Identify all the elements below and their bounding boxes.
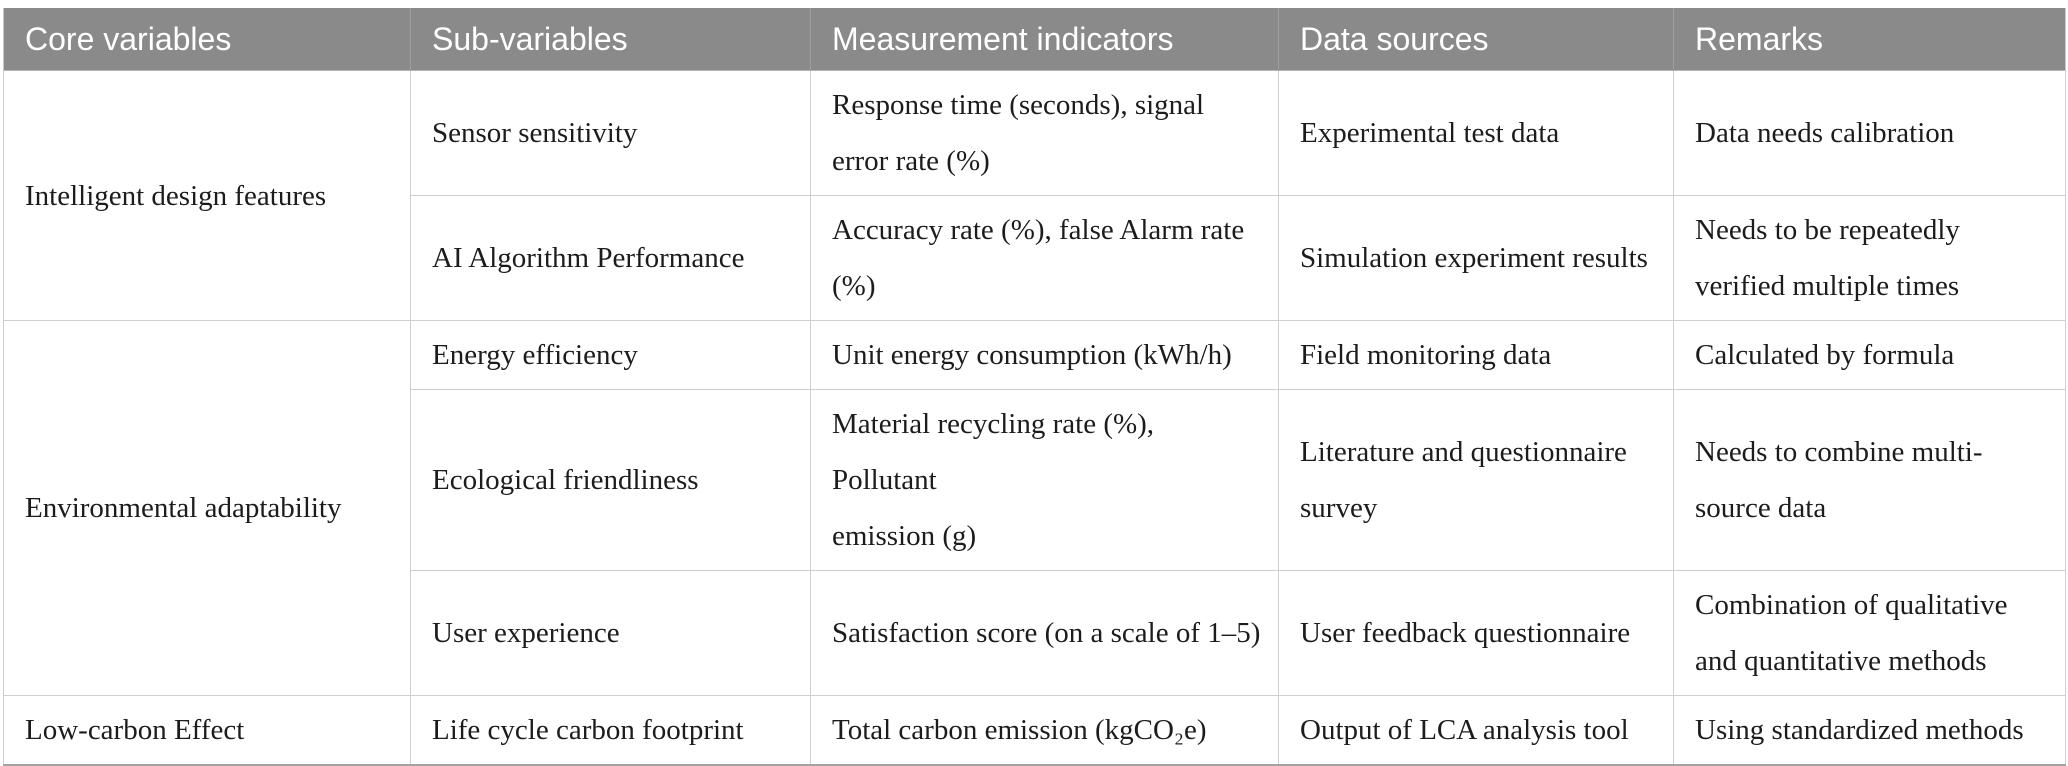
cell-source: Experimental test data bbox=[1278, 70, 1674, 196]
cell-indicator: Total carbon emission (kgCO₂e) bbox=[810, 695, 1279, 766]
cell-source: Output of LCA analysis tool bbox=[1278, 695, 1674, 766]
table-row: Ecological friendliness Material recycli… bbox=[4, 389, 2066, 571]
cell-sub-variable: Sensor sensitivity bbox=[410, 70, 811, 196]
cell-sub-variable: Ecological friendliness bbox=[410, 389, 811, 571]
cell-source: User feedback questionnaire bbox=[1278, 570, 1674, 696]
header-measurement-indicators: Measurement indicators bbox=[810, 8, 1279, 71]
cell-remark: Calculated by formula bbox=[1673, 320, 2066, 390]
cell-source: Literature and questionnaire survey bbox=[1278, 389, 1674, 571]
cell-remark: Data needs calibration bbox=[1673, 70, 2066, 196]
table-row: Environmental adaptability Energy effici… bbox=[3, 320, 2066, 696]
cell-remark: Needs to be repeatedly verified multiple… bbox=[1673, 195, 2066, 321]
header-sub-variables: Sub-variables bbox=[410, 8, 811, 71]
table-row: Low-carbon Effect Life cycle carbon foot… bbox=[3, 695, 2066, 766]
cell-remark: Combination of qualitative and quantitat… bbox=[1673, 570, 2066, 696]
cell-indicator: Satisfaction score (on a scale of 1–5) bbox=[810, 570, 1279, 696]
cell-sub-variable: AI Algorithm Performance bbox=[410, 195, 811, 321]
cell-sub-variable: Energy efficiency bbox=[410, 320, 811, 390]
header-remarks: Remarks bbox=[1673, 8, 2066, 71]
table-header-row: Core variables Sub-variables Measurement… bbox=[3, 8, 2066, 71]
header-core-variables: Core variables bbox=[3, 8, 411, 71]
cell-core-variable: Low-carbon Effect bbox=[3, 695, 411, 766]
cell-remark: Using standardized methods bbox=[1673, 695, 2066, 766]
table-row: AI Algorithm Performance Accuracy rate (… bbox=[4, 195, 2066, 321]
cell-source: Simulation experiment results bbox=[1278, 195, 1674, 321]
variables-table-container: Core variables Sub-variables Measurement… bbox=[3, 8, 2066, 766]
cell-indicator: Material recycling rate (%), Pollutant e… bbox=[810, 389, 1279, 571]
header-data-sources: Data sources bbox=[1278, 8, 1674, 71]
cell-core-variable: Environmental adaptability bbox=[3, 320, 411, 696]
cell-core-variable: Intelligent design features bbox=[3, 70, 411, 321]
table-row: Intelligent design features Sensor sensi… bbox=[3, 70, 2066, 321]
cell-indicator: Accuracy rate (%), false Alarm rate (%) bbox=[810, 195, 1279, 321]
variables-table: Core variables Sub-variables Measurement… bbox=[3, 8, 2066, 766]
cell-indicator: Response time (seconds), signal error ra… bbox=[810, 70, 1279, 196]
cell-remark: Needs to combine multi- source data bbox=[1673, 389, 2066, 571]
cell-sub-variable: User experience bbox=[410, 570, 811, 696]
cell-sub-variable: Life cycle carbon footprint bbox=[410, 695, 811, 766]
cell-indicator: Unit energy consumption (kWh/h) bbox=[810, 320, 1279, 390]
cell-source: Field monitoring data bbox=[1278, 320, 1674, 390]
